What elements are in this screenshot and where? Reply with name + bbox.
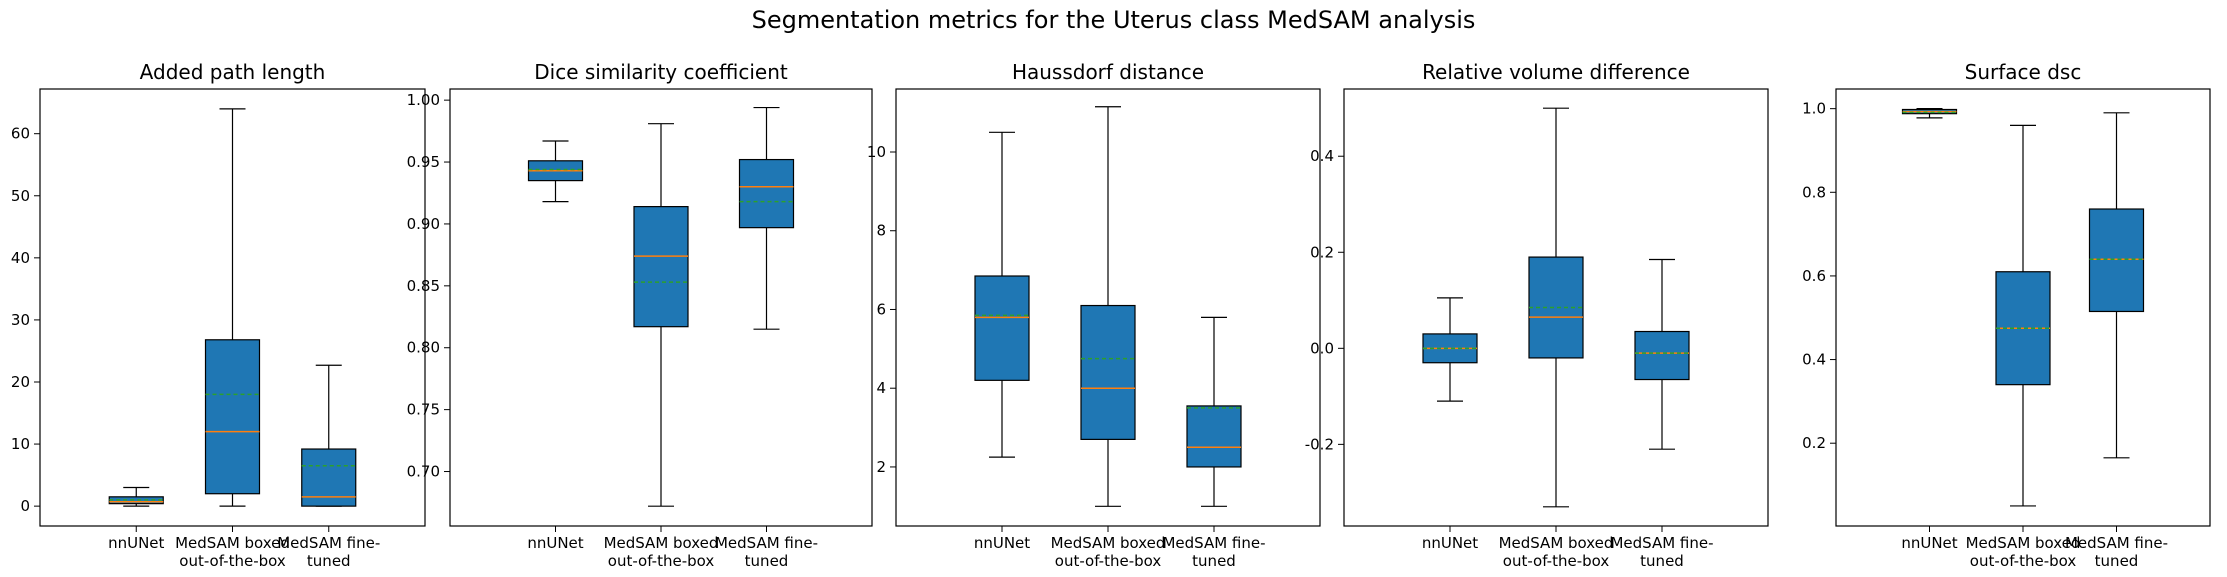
ytick-label-0-2: 20 xyxy=(11,373,30,391)
ytick-label-0-0: 0 xyxy=(20,497,30,515)
box-4-2 xyxy=(2088,208,2145,313)
ytick-label-4-3: 0.8 xyxy=(1802,183,1826,201)
box-0-1 xyxy=(204,339,261,495)
xtick-label-2-1-1: out-of-the-box xyxy=(1055,552,1162,570)
ytick-label-1-2: 0.80 xyxy=(407,339,440,357)
xtick-label-4-1-1: out-of-the-box xyxy=(1970,552,2077,570)
ytick-label-4-2: 0.6 xyxy=(1802,267,1826,285)
ytick-label-1-1: 0.75 xyxy=(407,401,440,419)
xtick-label-2-1-0: MedSAM boxed xyxy=(1051,534,1166,552)
ytick-label-4-1: 0.4 xyxy=(1802,351,1826,369)
ytick-label-1-5: 0.95 xyxy=(407,153,440,171)
ytick-label-1-0: 0.70 xyxy=(407,463,440,481)
box-1-2 xyxy=(738,158,795,229)
ytick-label-4-0: 0.2 xyxy=(1802,434,1826,452)
ytick-label-4-4: 1.0 xyxy=(1802,100,1826,118)
xtick-label-0-1-1: out-of-the-box xyxy=(179,552,286,570)
ytick-label-1-4: 0.90 xyxy=(407,215,440,233)
xtick-label-2-0-0: nnUNet xyxy=(974,534,1030,552)
ytick-label-0-4: 40 xyxy=(11,249,30,267)
xtick-label-0-0-0: nnUNet xyxy=(108,534,164,552)
xtick-label-1-0-0: nnUNet xyxy=(527,534,583,552)
panel-title-0: Added path length xyxy=(140,60,326,84)
xtick-label-3-2-1: tuned xyxy=(1640,552,1684,570)
box-2-2 xyxy=(1186,405,1242,468)
panel-title-4: Surface dsc xyxy=(1965,60,2082,84)
ytick-label-0-6: 60 xyxy=(11,125,30,143)
xtick-label-4-2-1: tuned xyxy=(2095,552,2139,570)
xtick-label-3-2-0: MedSAM fine- xyxy=(1610,534,1713,552)
panel-title-3: Relative volume difference xyxy=(1422,60,1690,84)
xtick-label-0-1-0: MedSAM boxed xyxy=(175,534,290,552)
xtick-label-3-1-1: out-of-the-box xyxy=(1503,552,1610,570)
ytick-label-2-4: 10 xyxy=(867,143,886,161)
figure-title: Segmentation metrics for the Uterus clas… xyxy=(751,6,1476,34)
xtick-label-3-0-0: nnUNet xyxy=(1422,534,1478,552)
ytick-label-1-6: 1.00 xyxy=(407,91,440,109)
xtick-label-1-1-0: MedSAM boxed xyxy=(604,534,719,552)
xtick-label-1-2-0: MedSAM fine- xyxy=(715,534,818,552)
ytick-label-3-2: 0.2 xyxy=(1310,243,1334,261)
xtick-label-1-2-1: tuned xyxy=(745,552,789,570)
ytick-label-2-2: 6 xyxy=(876,300,886,318)
panel-title-1: Dice similarity coefficient xyxy=(534,60,788,84)
xtick-label-0-2-1: tuned xyxy=(307,552,351,570)
ytick-label-3-3: 0.4 xyxy=(1310,147,1334,165)
ytick-label-0-3: 30 xyxy=(11,311,30,329)
box-2-1 xyxy=(1080,304,1136,440)
ytick-label-3-0: -0.2 xyxy=(1305,435,1334,453)
xtick-label-4-2-0: MedSAM fine- xyxy=(2065,534,2168,552)
xtick-label-3-1-0: MedSAM boxed xyxy=(1499,534,1614,552)
xtick-label-4-1-0: MedSAM boxed xyxy=(1966,534,2081,552)
box-3-2 xyxy=(1634,330,1690,381)
ytick-label-2-3: 8 xyxy=(876,222,886,240)
xtick-label-4-0-0: nnUNet xyxy=(1901,534,1957,552)
ytick-label-2-0: 2 xyxy=(876,458,886,476)
ytick-label-2-1: 4 xyxy=(876,379,886,397)
box-1-1 xyxy=(633,206,689,328)
xtick-label-2-2-1: tuned xyxy=(1192,552,1236,570)
xtick-label-1-1-1: out-of-the-box xyxy=(608,552,715,570)
ytick-label-3-1: 0.0 xyxy=(1310,339,1334,357)
xtick-label-0-2-0: MedSAM fine- xyxy=(277,534,380,552)
ytick-label-0-5: 50 xyxy=(11,187,30,205)
box-2-0 xyxy=(974,275,1030,381)
ytick-label-1-3: 0.85 xyxy=(407,277,440,295)
panel-title-2: Haussdorf distance xyxy=(1012,60,1204,84)
xtick-label-2-2-0: MedSAM fine- xyxy=(1162,534,1265,552)
ytick-label-0-1: 10 xyxy=(11,435,30,453)
